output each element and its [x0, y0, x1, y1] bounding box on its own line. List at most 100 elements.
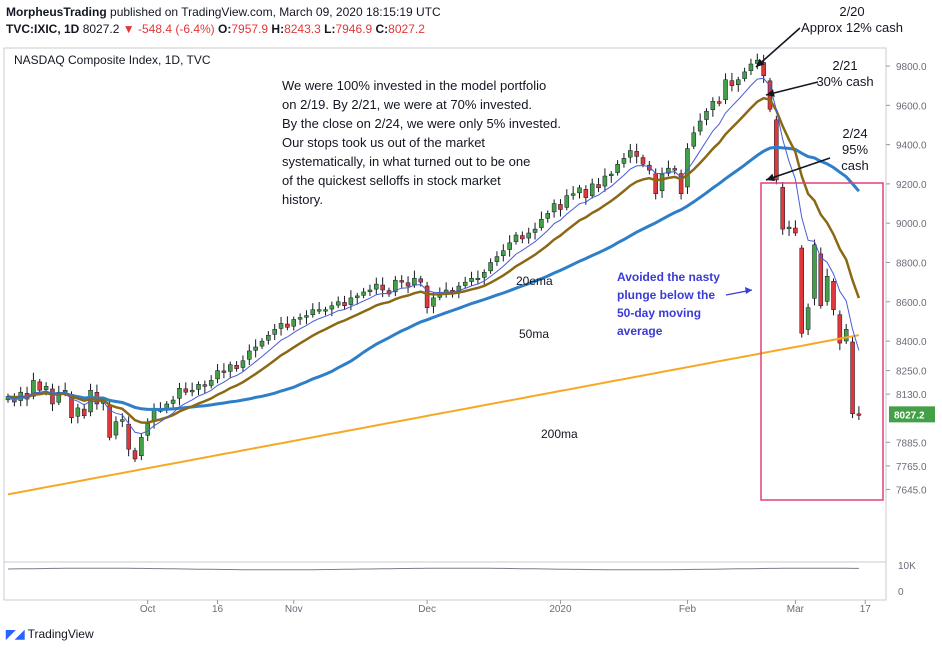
ma50-line	[7, 145, 861, 412]
candle	[659, 173, 665, 192]
candle	[520, 235, 525, 240]
symbol-label[interactable]: TVC:IXIC, 1D	[6, 22, 80, 36]
candle	[132, 450, 138, 460]
y-tick-label: 9800.0	[896, 62, 927, 73]
candle	[310, 309, 316, 315]
y-tick-label: 8250.0	[896, 367, 927, 378]
candle	[196, 384, 201, 390]
candle	[583, 189, 589, 198]
candle	[31, 380, 36, 397]
note-text-line: of the quickest selloffs in stock market	[282, 173, 501, 188]
volume-tick-label: 0	[898, 587, 904, 598]
candle	[139, 437, 144, 457]
candle	[723, 79, 728, 101]
candle	[272, 329, 277, 335]
last-price: 8027.2	[82, 22, 120, 36]
candle	[329, 305, 335, 310]
candle	[609, 173, 614, 176]
y-tick-label: 8130.0	[896, 390, 927, 401]
x-tick-label: Dec	[418, 604, 436, 615]
candle	[335, 301, 341, 306]
candle	[850, 341, 855, 415]
x-tick-label: 17	[860, 604, 872, 615]
candle	[532, 228, 538, 233]
annotation-text: 2/21	[832, 58, 857, 73]
candle	[367, 289, 373, 292]
y-tick-label: 8600.0	[896, 298, 927, 309]
publish-info: published on TradingView.com, March 09, …	[110, 5, 441, 19]
candle	[799, 247, 804, 334]
candle	[539, 219, 544, 228]
candle	[62, 389, 68, 393]
candle	[710, 101, 716, 110]
candle	[424, 285, 430, 308]
candle	[774, 119, 779, 181]
candle	[456, 285, 462, 292]
blue-note-line: Avoided the nasty	[617, 270, 720, 284]
chart-header-line-1: MorpheusTrading published on TradingView…	[6, 5, 441, 19]
candle	[736, 79, 741, 86]
candle	[551, 203, 557, 213]
y-tick-label: 7645.0	[896, 485, 927, 496]
candle	[278, 323, 284, 329]
candle	[507, 242, 512, 250]
candle	[704, 110, 709, 120]
candle	[120, 419, 125, 422]
candle	[513, 234, 519, 242]
y-tick-label: 7885.0	[896, 438, 927, 449]
tradingview-brand: TradingView	[27, 627, 94, 641]
annotation-text: cash	[841, 158, 868, 173]
candle	[323, 309, 328, 312]
candle	[431, 297, 436, 307]
close-label: C:	[375, 22, 389, 36]
candle	[824, 276, 830, 302]
candle	[742, 71, 747, 79]
chart-title: NASDAQ Composite Index, 1D, TVC	[14, 53, 211, 67]
x-tick-label: Feb	[679, 604, 697, 615]
y-tick-label: 9000.0	[896, 219, 927, 230]
annotation-arrow	[765, 157, 831, 181]
y-tick-label: 9400.0	[896, 141, 927, 152]
candle	[221, 370, 227, 373]
ema20-label: 20ema	[516, 274, 553, 288]
candle	[247, 350, 252, 360]
candle	[558, 204, 563, 210]
candle	[202, 384, 208, 387]
candle	[786, 226, 792, 230]
candle	[43, 386, 49, 390]
low-label: L:	[324, 22, 336, 36]
ma50-label: 50ma	[519, 327, 549, 341]
candle	[56, 391, 62, 403]
blue-note-line: 50-day moving	[617, 306, 701, 320]
y-tick-label: 9200.0	[896, 180, 927, 191]
candle	[285, 323, 290, 328]
high-label: H:	[271, 22, 285, 36]
candle	[348, 297, 354, 305]
candle	[793, 227, 798, 234]
y-tick-label: 9600.0	[896, 101, 927, 112]
candle	[297, 317, 303, 320]
candle	[678, 173, 684, 194]
candle	[380, 284, 385, 291]
candle	[570, 193, 576, 196]
tradingview-icon: ◤◢	[6, 627, 25, 641]
candle	[761, 62, 766, 77]
candle	[482, 272, 487, 278]
note-text-line: systematically, in what turned out to be…	[282, 154, 530, 169]
candle	[564, 195, 570, 208]
x-tick-label: Mar	[787, 604, 805, 615]
candle	[266, 334, 271, 341]
candle	[653, 173, 658, 194]
close-value: 8027.2	[388, 22, 425, 36]
candle	[228, 364, 233, 372]
ma200-label: 200ma	[541, 427, 578, 441]
author-name[interactable]: MorpheusTrading	[6, 5, 107, 19]
note-text-line: By the close on 2/24, we were only 5% in…	[282, 116, 561, 131]
x-tick-label: 16	[212, 604, 224, 615]
tradingview-logo[interactable]: ◤◢ TradingView	[6, 627, 94, 641]
x-tick-label: Oct	[140, 604, 156, 615]
low-value: 7946.9	[335, 22, 373, 36]
candle	[843, 329, 849, 342]
candle	[621, 158, 627, 164]
